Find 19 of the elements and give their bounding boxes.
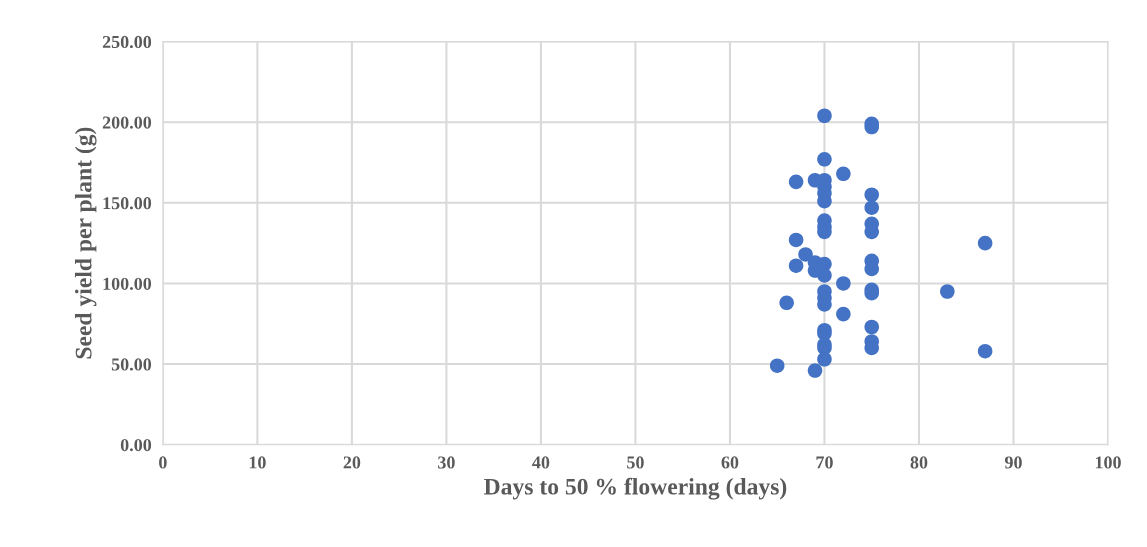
x-tick-label: 90 <box>1004 456 1022 469</box>
y-tick-label: 200.00 <box>102 116 152 129</box>
x-tick-label: 100 <box>1095 456 1121 469</box>
x-tick-label: 80 <box>910 456 928 469</box>
y-tick-label: 0.00 <box>120 438 152 452</box>
x-axis-title: Days to 50 % flowering (days) <box>484 477 787 500</box>
x-tick-label: 60 <box>721 456 739 469</box>
x-tick-label: 10 <box>249 456 266 469</box>
x-tick-label: 50 <box>627 456 644 469</box>
x-tick-label: 40 <box>532 456 550 469</box>
y-tick-label: 250.00 <box>102 35 152 49</box>
x-tick-label: 0 <box>159 456 167 469</box>
x-tick-label: 20 <box>343 456 361 469</box>
y-tick-label: 50.00 <box>111 358 152 371</box>
x-tick-label: 30 <box>438 456 455 469</box>
y-axis-title: Seed yield per plant (g) <box>74 127 97 359</box>
y-tick-label: 100.00 <box>103 277 152 290</box>
x-tick-label: 70 <box>816 456 833 469</box>
y-tick-label: 150.00 <box>103 197 152 210</box>
